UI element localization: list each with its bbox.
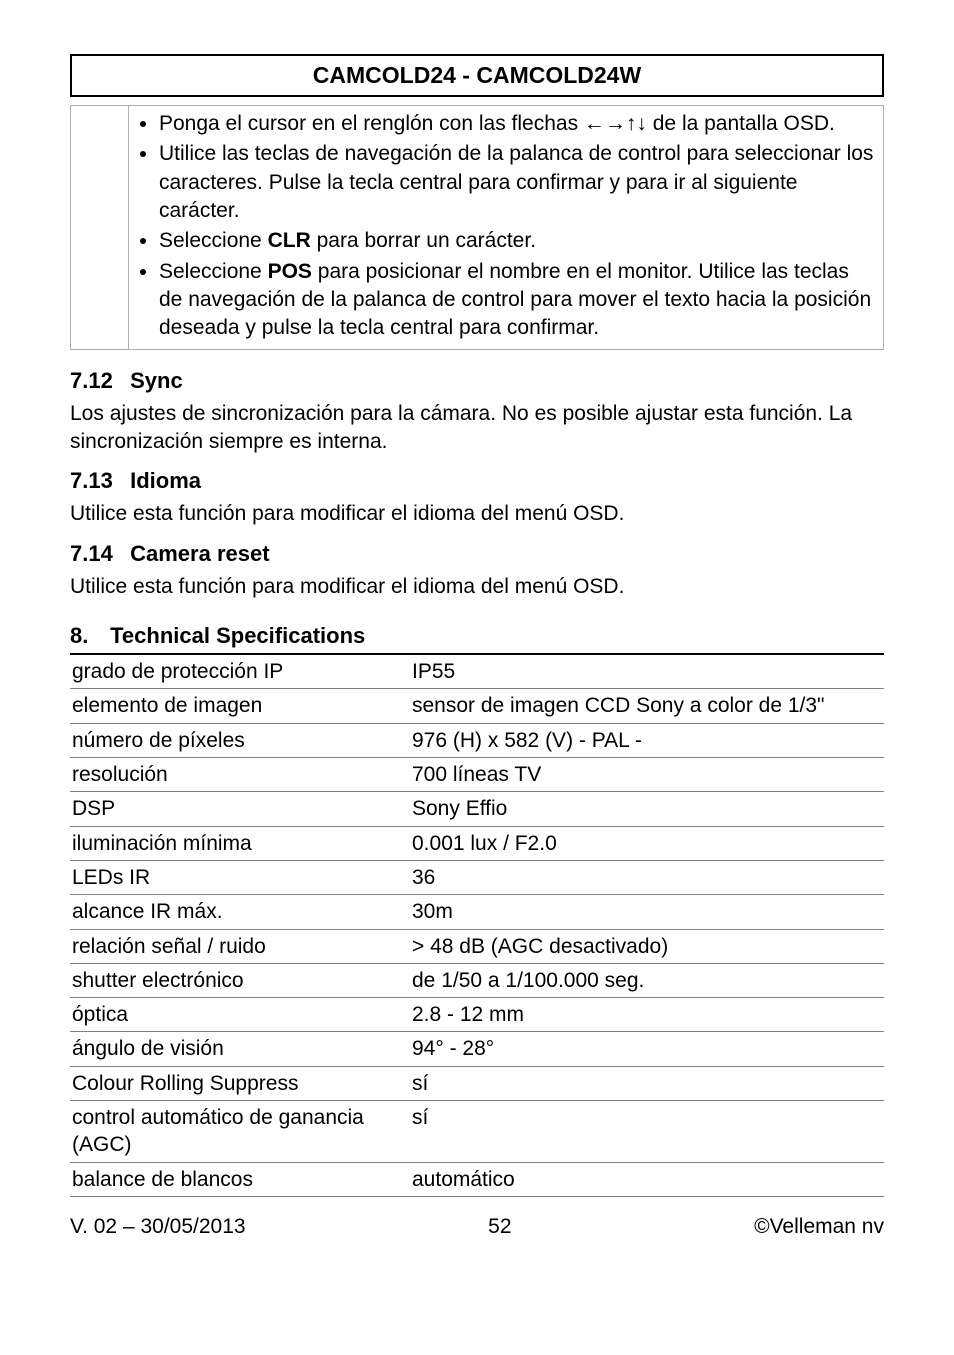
- section-7-12: 7.12 Sync Los ajustes de sincronización …: [70, 368, 884, 457]
- instruction-content-cell: Ponga el cursor en el renglón con las fl…: [129, 106, 884, 350]
- section-7-14: 7.14 Camera reset Utilice esta función p…: [70, 541, 884, 601]
- spec-value: 36: [410, 860, 884, 894]
- section-title: Sync: [130, 368, 183, 393]
- spec-value: sensor de imagen CCD Sony a color de 1/3…: [410, 689, 884, 723]
- spec-number: 8.: [70, 623, 104, 649]
- spec-label: resolución: [70, 758, 410, 792]
- spec-value: 976 (H) x 582 (V) - PAL -: [410, 723, 884, 757]
- spec-value: 30m: [410, 895, 884, 929]
- instruction-continuation-table: Ponga el cursor en el renglón con las fl…: [70, 105, 884, 350]
- table-row: resolución700 líneas TV: [70, 758, 884, 792]
- instruction-left-cell: [71, 106, 129, 350]
- section-title: Camera reset: [130, 541, 269, 566]
- spec-label: relación señal / ruido: [70, 929, 410, 963]
- spec-value: automático: [410, 1162, 884, 1196]
- section-number: 7.13: [70, 468, 124, 494]
- spec-value: sí: [410, 1066, 884, 1100]
- specifications-table: grado de protección IPIP55elemento de im…: [70, 655, 884, 1197]
- arrow-icons: ←→↑↓: [584, 112, 647, 135]
- spec-label: elemento de imagen: [70, 689, 410, 723]
- spec-value: sí: [410, 1100, 884, 1162]
- spec-value: 2.8 - 12 mm: [410, 998, 884, 1032]
- list-item-text: Seleccione: [159, 229, 268, 252]
- list-item: Seleccione CLR para borrar un carácter.: [159, 227, 877, 255]
- list-item-text: Utilice las teclas de navegación de la p…: [159, 142, 873, 222]
- footer-page-number: 52: [488, 1215, 511, 1239]
- spec-title-text: Technical Specifications: [110, 623, 365, 648]
- spec-value: Sony Effio: [410, 792, 884, 826]
- bold-label: CLR: [268, 229, 311, 252]
- list-item-text: Ponga el cursor en el renglón con las fl…: [159, 112, 584, 135]
- table-row: balance de blancosautomático: [70, 1162, 884, 1196]
- list-item: Utilice las teclas de navegación de la p…: [159, 140, 877, 225]
- table-row: alcance IR máx.30m: [70, 895, 884, 929]
- spec-label: balance de blancos: [70, 1162, 410, 1196]
- section-heading: 7.13 Idioma: [70, 468, 884, 494]
- spec-label: iluminación mínima: [70, 826, 410, 860]
- spec-value: 700 líneas TV: [410, 758, 884, 792]
- spec-label: DSP: [70, 792, 410, 826]
- spec-label: alcance IR máx.: [70, 895, 410, 929]
- section-heading: 7.12 Sync: [70, 368, 884, 394]
- document-title: CAMCOLD24 - CAMCOLD24W: [70, 54, 884, 97]
- table-row: control automático de ganancia (AGC)sí: [70, 1100, 884, 1162]
- spec-value: 94° - 28°: [410, 1032, 884, 1066]
- spec-value: 0.001 lux / F2.0: [410, 826, 884, 860]
- table-row: iluminación mínima0.001 lux / F2.0: [70, 826, 884, 860]
- spec-value: > 48 dB (AGC desactivado): [410, 929, 884, 963]
- footer-copyright: ©Velleman nv: [754, 1215, 884, 1239]
- spec-label: Colour Rolling Suppress: [70, 1066, 410, 1100]
- spec-title-wrap: 8. Technical Specifications: [70, 623, 884, 655]
- spec-value: IP55: [410, 655, 884, 689]
- table-row: LEDs IR36: [70, 860, 884, 894]
- table-row: shutter electrónicode 1/50 a 1/100.000 s…: [70, 963, 884, 997]
- section-number: 7.14: [70, 541, 124, 567]
- section-7-13: 7.13 Idioma Utilice esta función para mo…: [70, 468, 884, 528]
- spec-label: óptica: [70, 998, 410, 1032]
- spec-value: de 1/50 a 1/100.000 seg.: [410, 963, 884, 997]
- spec-label: ángulo de visión: [70, 1032, 410, 1066]
- section-body: Los ajustes de sincronización para la cá…: [70, 400, 884, 457]
- table-row: DSPSony Effio: [70, 792, 884, 826]
- instruction-list: Ponga el cursor en el renglón con las fl…: [135, 110, 877, 343]
- spec-tbody: grado de protección IPIP55elemento de im…: [70, 655, 884, 1196]
- spec-label: número de píxeles: [70, 723, 410, 757]
- page-container: CAMCOLD24 - CAMCOLD24W Ponga el cursor e…: [0, 0, 954, 1279]
- footer-version: V. 02 – 30/05/2013: [70, 1215, 246, 1239]
- spec-label: LEDs IR: [70, 860, 410, 894]
- section-heading: 7.14 Camera reset: [70, 541, 884, 567]
- section-body: Utilice esta función para modificar el i…: [70, 500, 884, 528]
- spec-heading: 8. Technical Specifications: [70, 623, 365, 648]
- list-item-text: para borrar un carácter.: [311, 229, 536, 252]
- table-row: grado de protección IPIP55: [70, 655, 884, 689]
- spec-label: grado de protección IP: [70, 655, 410, 689]
- spec-label: control automático de ganancia (AGC): [70, 1100, 410, 1162]
- bold-label: POS: [268, 260, 312, 283]
- spec-label: shutter electrónico: [70, 963, 410, 997]
- list-item-text: de la pantalla OSD.: [647, 112, 835, 135]
- page-footer: V. 02 – 30/05/2013 52 ©Velleman nv: [70, 1215, 884, 1239]
- table-row: relación señal / ruido> 48 dB (AGC desac…: [70, 929, 884, 963]
- list-item: Seleccione POS para posicionar el nombre…: [159, 258, 877, 343]
- list-item: Ponga el cursor en el renglón con las fl…: [159, 110, 877, 138]
- table-row: Colour Rolling Suppresssí: [70, 1066, 884, 1100]
- table-row: ángulo de visión94° - 28°: [70, 1032, 884, 1066]
- table-row: número de píxeles976 (H) x 582 (V) - PAL…: [70, 723, 884, 757]
- section-body: Utilice esta función para modificar el i…: [70, 573, 884, 601]
- table-row: elemento de imagensensor de imagen CCD S…: [70, 689, 884, 723]
- table-row: óptica2.8 - 12 mm: [70, 998, 884, 1032]
- section-title: Idioma: [130, 468, 201, 493]
- section-number: 7.12: [70, 368, 124, 394]
- list-item-text: Seleccione: [159, 260, 268, 283]
